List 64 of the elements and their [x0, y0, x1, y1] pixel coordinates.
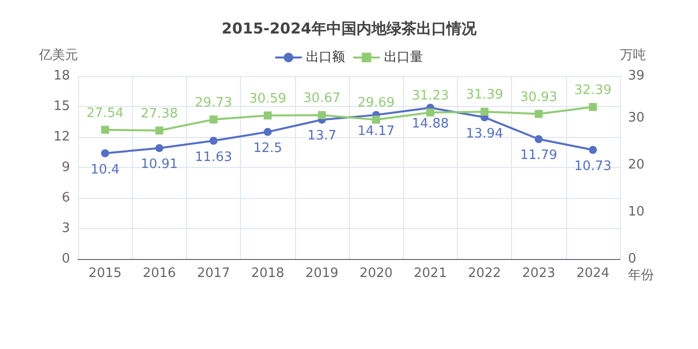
point	[318, 111, 326, 120]
x-tick-label: 2019	[305, 266, 338, 281]
y2-tick-label: 10	[628, 204, 645, 220]
data-label: 29.73	[194, 96, 232, 110]
data-label: 31.23	[412, 88, 449, 104]
legend-label: 出口额	[306, 50, 345, 65]
point	[588, 146, 597, 154]
point	[480, 108, 488, 116]
data-label: 14.88	[412, 116, 449, 132]
x-axis-title: 年份	[628, 268, 654, 283]
data-label: 29.69	[357, 96, 395, 111]
point	[426, 108, 434, 116]
data-label: 27.38	[140, 106, 178, 122]
y-tick-label: 0	[62, 252, 70, 266]
data-label: 32.39	[574, 83, 612, 98]
point	[534, 135, 543, 144]
point	[210, 136, 218, 145]
y-tick-label: 9	[62, 160, 70, 175]
point	[534, 110, 543, 118]
y2-axis-title: 万吨	[620, 48, 646, 63]
data-label: 31.39	[466, 88, 504, 103]
y-tick-label: 6	[62, 190, 70, 206]
y-tick-label: 18	[53, 68, 70, 84]
data-label: 12.5	[253, 140, 282, 156]
point	[101, 149, 110, 158]
legend-label: 出口量	[384, 50, 423, 65]
y-tick-label: 15	[53, 99, 70, 114]
data-label: 30.67	[303, 91, 341, 106]
y2-tick-label: 39	[628, 68, 645, 84]
point	[210, 116, 218, 124]
data-label: 11.63	[194, 150, 232, 165]
y2-tick-label: 20	[628, 158, 645, 173]
data-label: 27.54	[86, 106, 124, 121]
x-tick-label: 2015	[88, 266, 122, 281]
data-label: 30.93	[520, 90, 558, 105]
data-label: 10.4	[90, 162, 120, 178]
data-label: 30.59	[249, 91, 286, 106]
y-axis-title: 亿美元	[38, 47, 78, 63]
data-label: 13.94	[466, 126, 504, 142]
y-tick-label: 12	[53, 130, 70, 144]
point	[155, 144, 164, 152]
x-tick-label: 2023	[522, 266, 556, 281]
y2-tick-label: 30	[628, 110, 645, 126]
point	[372, 116, 380, 124]
point	[264, 111, 272, 120]
data-label: 10.91	[140, 157, 178, 172]
x-tick-label: 2024	[576, 266, 610, 281]
x-tick-label: 2020	[360, 266, 393, 281]
x-tick-label: 2016	[142, 266, 176, 281]
point	[588, 103, 597, 112]
chart-title: 2015-2024年中国内地绿茶出口情况	[222, 20, 478, 38]
point	[264, 128, 272, 136]
data-label: 13.7	[307, 128, 336, 144]
y-tick-label: 3	[62, 221, 70, 236]
point	[155, 126, 164, 135]
data-label: 10.73	[574, 158, 612, 174]
data-label: 11.79	[520, 148, 558, 164]
x-tick-label: 2021	[414, 266, 447, 281]
point	[101, 126, 110, 134]
x-tick-label: 2022	[468, 266, 502, 281]
data-label: 14.17	[357, 124, 395, 139]
x-tick-label: 2018	[251, 266, 284, 281]
y2-tick-label: 0	[628, 252, 636, 266]
x-tick-label: 2017	[196, 266, 230, 281]
